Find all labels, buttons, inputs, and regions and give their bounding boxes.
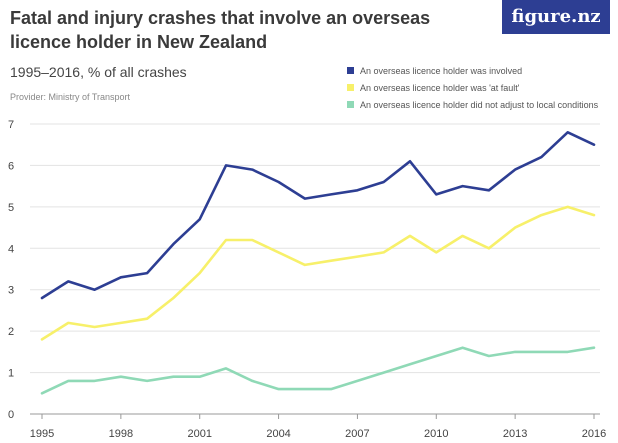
x-tick-label: 2013 bbox=[503, 428, 527, 440]
series-line-at-fault bbox=[40, 205, 596, 341]
chart-legend: An overseas licence holder was involved … bbox=[347, 62, 598, 113]
y-tick-label: 3 bbox=[8, 285, 14, 297]
chart-title: Fatal and injury crashes that involve an… bbox=[10, 8, 431, 52]
x-tick-label: 1998 bbox=[109, 428, 133, 440]
legend-item-at-fault: An overseas licence holder was 'at fault… bbox=[347, 79, 598, 96]
y-tick-label: 5 bbox=[8, 202, 14, 214]
brand-logo[interactable]: figure.nz bbox=[502, 0, 610, 34]
legend-swatch-involved bbox=[347, 67, 354, 74]
legend-item-involved: An overseas licence holder was involved bbox=[347, 62, 598, 79]
legend-swatch-at-fault bbox=[347, 84, 354, 91]
x-tick-label: 2004 bbox=[266, 428, 290, 440]
series-line-involved bbox=[40, 131, 596, 300]
y-tick-label: 7 bbox=[8, 119, 14, 131]
chart-subtitle: 1995–2016, % of all crashes bbox=[10, 64, 187, 80]
data-provider: Provider: Ministry of Transport bbox=[10, 92, 131, 102]
series-line-local-conditions bbox=[40, 346, 596, 395]
legend-item-local-conditions: An overseas licence holder did not adjus… bbox=[347, 96, 598, 113]
y-tick-label: 6 bbox=[8, 160, 14, 172]
legend-swatch-local-conditions bbox=[347, 101, 354, 108]
legend-label-involved: An overseas licence holder was involved bbox=[360, 65, 523, 76]
x-tick-label: 2010 bbox=[424, 428, 448, 440]
y-tick-label: 4 bbox=[8, 243, 14, 255]
x-tick-label: 1995 bbox=[30, 428, 54, 440]
y-tick-label: 2 bbox=[8, 326, 14, 338]
x-tick-label: 2001 bbox=[187, 428, 211, 440]
x-tick-label: 2016 bbox=[582, 428, 606, 440]
y-tick-label: 0 bbox=[8, 409, 14, 421]
x-tick-label: 2007 bbox=[345, 428, 369, 440]
legend-label-local-conditions: An overseas licence holder did not adjus… bbox=[360, 99, 599, 110]
y-tick-label: 1 bbox=[8, 368, 14, 380]
legend-label-at-fault: An overseas licence holder was 'at fault… bbox=[360, 82, 520, 93]
